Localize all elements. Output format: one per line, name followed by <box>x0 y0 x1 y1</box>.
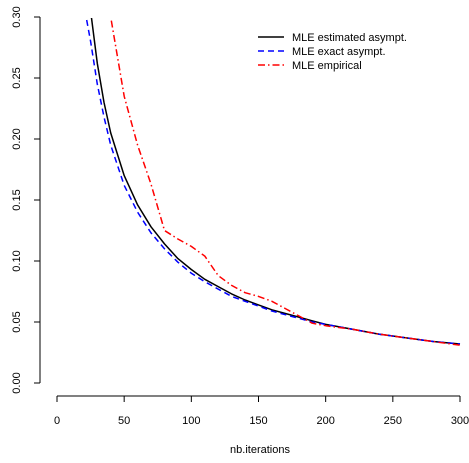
x-tick-label: 0 <box>54 415 60 427</box>
legend: MLE estimated asympt. MLE exact asympt. ML… <box>258 32 407 72</box>
legend-label-1: MLE estimated asympt. <box>292 32 407 44</box>
axes: 0 50 100 150 200 250 300 0.00 0.05 0.10 0.15 0.20 0.… <box>11 6 469 427</box>
y-tick-label: 0.00 <box>11 372 23 393</box>
y-tick-label: 0.25 <box>11 67 23 88</box>
series-line-3 <box>110 18 461 346</box>
x-tick-label: 250 <box>384 415 402 427</box>
series-layer <box>85 18 461 346</box>
y-tick-label: 0.20 <box>11 128 23 149</box>
x-axis-title: nb.iterations <box>230 444 290 456</box>
x-tick-label: 300 <box>451 415 469 427</box>
y-tick-label: 0.10 <box>11 250 23 271</box>
y-tick-label: 0.30 <box>11 6 23 27</box>
y-tick-label: 0.05 <box>11 311 23 332</box>
legend-label-2: MLE exact asympt. <box>292 46 386 58</box>
y-tick-label: 0.15 <box>11 189 23 210</box>
x-tick-label: 200 <box>316 415 334 427</box>
legend-label-3: MLE empirical <box>292 60 362 72</box>
x-tick-label: 150 <box>249 415 267 427</box>
x-tick-label: 100 <box>182 415 200 427</box>
x-tick-label: 50 <box>118 415 130 427</box>
